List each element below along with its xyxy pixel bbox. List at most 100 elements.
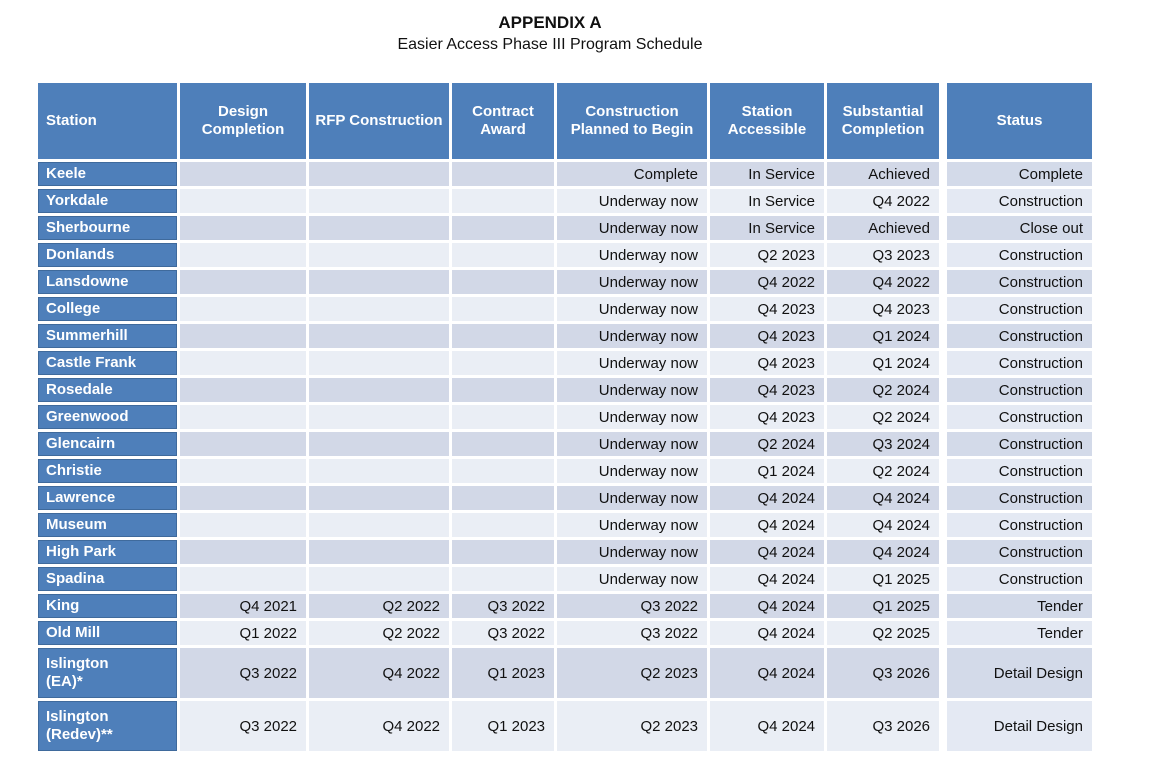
station-cell: Greenwood (38, 405, 177, 430)
cell-design: Q4 2021 (180, 594, 306, 619)
station-cell: Sherbourne (38, 216, 177, 241)
cell-planned: Underway now (557, 540, 707, 565)
table-row: Summerhill Underway now Q4 2023 Q1 2024 Cons… (38, 324, 1092, 349)
station-cell: Islington (Redev)** (38, 701, 177, 752)
cell-contract (452, 324, 554, 349)
table-row: Sherbourne Underway now In Service Achieved… (38, 216, 1092, 241)
cell-rfp: Q2 2022 (309, 621, 449, 646)
station-cell: Keele (38, 162, 177, 187)
cell-status: Close out (942, 216, 1092, 241)
column-header-substantial: Substantial Completion (827, 83, 939, 160)
title-block: APPENDIX A Easier Access Phase III Progr… (0, 0, 1100, 57)
cell-status: Detail Design (942, 648, 1092, 699)
cell-substantial: Q3 2024 (827, 432, 939, 457)
page-title: APPENDIX A (498, 13, 602, 32)
cell-substantial: Q3 2026 (827, 648, 939, 699)
cell-design (180, 513, 306, 538)
program-schedule-table: Station Design Completion RFP Construction… (35, 80, 1095, 754)
table-row: Old Mill Q1 2022 Q2 2022 Q3 2022 Q3 2022 Q4 2… (38, 621, 1092, 646)
cell-contract (452, 216, 554, 241)
cell-contract (452, 459, 554, 484)
cell-planned: Underway now (557, 486, 707, 511)
cell-design: Q1 2022 (180, 621, 306, 646)
cell-contract (452, 486, 554, 511)
cell-accessible: Q4 2023 (710, 378, 824, 403)
cell-planned: Underway now (557, 297, 707, 322)
cell-rfp (309, 216, 449, 241)
cell-accessible: Q4 2024 (710, 486, 824, 511)
cell-substantial: Achieved (827, 216, 939, 241)
station-cell: Lawrence (38, 486, 177, 511)
table-row: King Q4 2021 Q2 2022 Q3 2022 Q3 2022 Q4 2024 Q… (38, 594, 1092, 619)
cell-contract: Q1 2023 (452, 701, 554, 752)
station-cell: Castle Frank (38, 351, 177, 376)
cell-design (180, 324, 306, 349)
cell-design (180, 567, 306, 592)
cell-planned: Underway now (557, 324, 707, 349)
table-row: Islington (EA)* Q3 2022 Q4 2022 Q1 2023 Q2 2… (38, 648, 1092, 699)
cell-rfp: Q4 2022 (309, 648, 449, 699)
table-row: Glencairn Underway now Q2 2024 Q3 2024 Const… (38, 432, 1092, 457)
cell-status: Construction (942, 567, 1092, 592)
table-header: Station Design Completion RFP Construction… (38, 83, 1092, 160)
cell-status: Construction (942, 324, 1092, 349)
column-header-planned: Construction Planned to Begin (557, 83, 707, 160)
table-row: High Park Underway now Q4 2024 Q4 2024 Const… (38, 540, 1092, 565)
station-cell: Summerhill (38, 324, 177, 349)
cell-substantial: Q4 2024 (827, 513, 939, 538)
cell-status: Construction (942, 459, 1092, 484)
table-row: Lawrence Underway now Q4 2024 Q4 2024 Constr… (38, 486, 1092, 511)
cell-rfp (309, 324, 449, 349)
station-cell: Lansdowne (38, 270, 177, 295)
cell-substantial: Q4 2024 (827, 486, 939, 511)
cell-contract: Q1 2023 (452, 648, 554, 699)
cell-rfp (309, 405, 449, 430)
cell-status: Tender (942, 621, 1092, 646)
cell-rfp (309, 432, 449, 457)
cell-design (180, 243, 306, 268)
cell-rfp (309, 270, 449, 295)
cell-contract: Q3 2022 (452, 621, 554, 646)
cell-planned: Underway now (557, 405, 707, 430)
station-cell: Yorkdale (38, 189, 177, 214)
cell-status: Construction (942, 297, 1092, 322)
cell-design (180, 189, 306, 214)
cell-accessible: Q4 2024 (710, 567, 824, 592)
cell-substantial: Q4 2022 (827, 189, 939, 214)
cell-substantial: Q3 2023 (827, 243, 939, 268)
cell-planned: Underway now (557, 243, 707, 268)
table-row: Castle Frank Underway now Q4 2023 Q1 2024 Co… (38, 351, 1092, 376)
cell-contract (452, 540, 554, 565)
cell-accessible: Q4 2022 (710, 270, 824, 295)
cell-rfp (309, 378, 449, 403)
cell-contract (452, 378, 554, 403)
cell-planned: Q2 2023 (557, 701, 707, 752)
cell-rfp (309, 243, 449, 268)
table-row: Yorkdale Underway now In Service Q4 2022 Con… (38, 189, 1092, 214)
cell-planned: Q2 2023 (557, 648, 707, 699)
table-row: Museum Underway now Q4 2024 Q4 2024 Construc… (38, 513, 1092, 538)
cell-status: Tender (942, 594, 1092, 619)
station-cell: College (38, 297, 177, 322)
cell-design (180, 270, 306, 295)
column-header-design: Design Completion (180, 83, 306, 160)
cell-design (180, 216, 306, 241)
station-cell: Spadina (38, 567, 177, 592)
cell-accessible: Q2 2024 (710, 432, 824, 457)
cell-status: Construction (942, 513, 1092, 538)
cell-design (180, 351, 306, 376)
cell-contract: Q3 2022 (452, 594, 554, 619)
cell-contract (452, 351, 554, 376)
cell-substantial: Q2 2025 (827, 621, 939, 646)
column-header-accessible: Station Accessible (710, 83, 824, 160)
column-header-status: Status (942, 83, 1092, 160)
cell-substantial: Q2 2024 (827, 459, 939, 484)
cell-substantial: Q2 2024 (827, 378, 939, 403)
cell-planned: Underway now (557, 567, 707, 592)
cell-accessible: Q1 2024 (710, 459, 824, 484)
cell-accessible: Q4 2024 (710, 540, 824, 565)
cell-rfp (309, 297, 449, 322)
station-cell: Museum (38, 513, 177, 538)
table-row: Donlands Underway now Q2 2023 Q3 2023 Constr… (38, 243, 1092, 268)
